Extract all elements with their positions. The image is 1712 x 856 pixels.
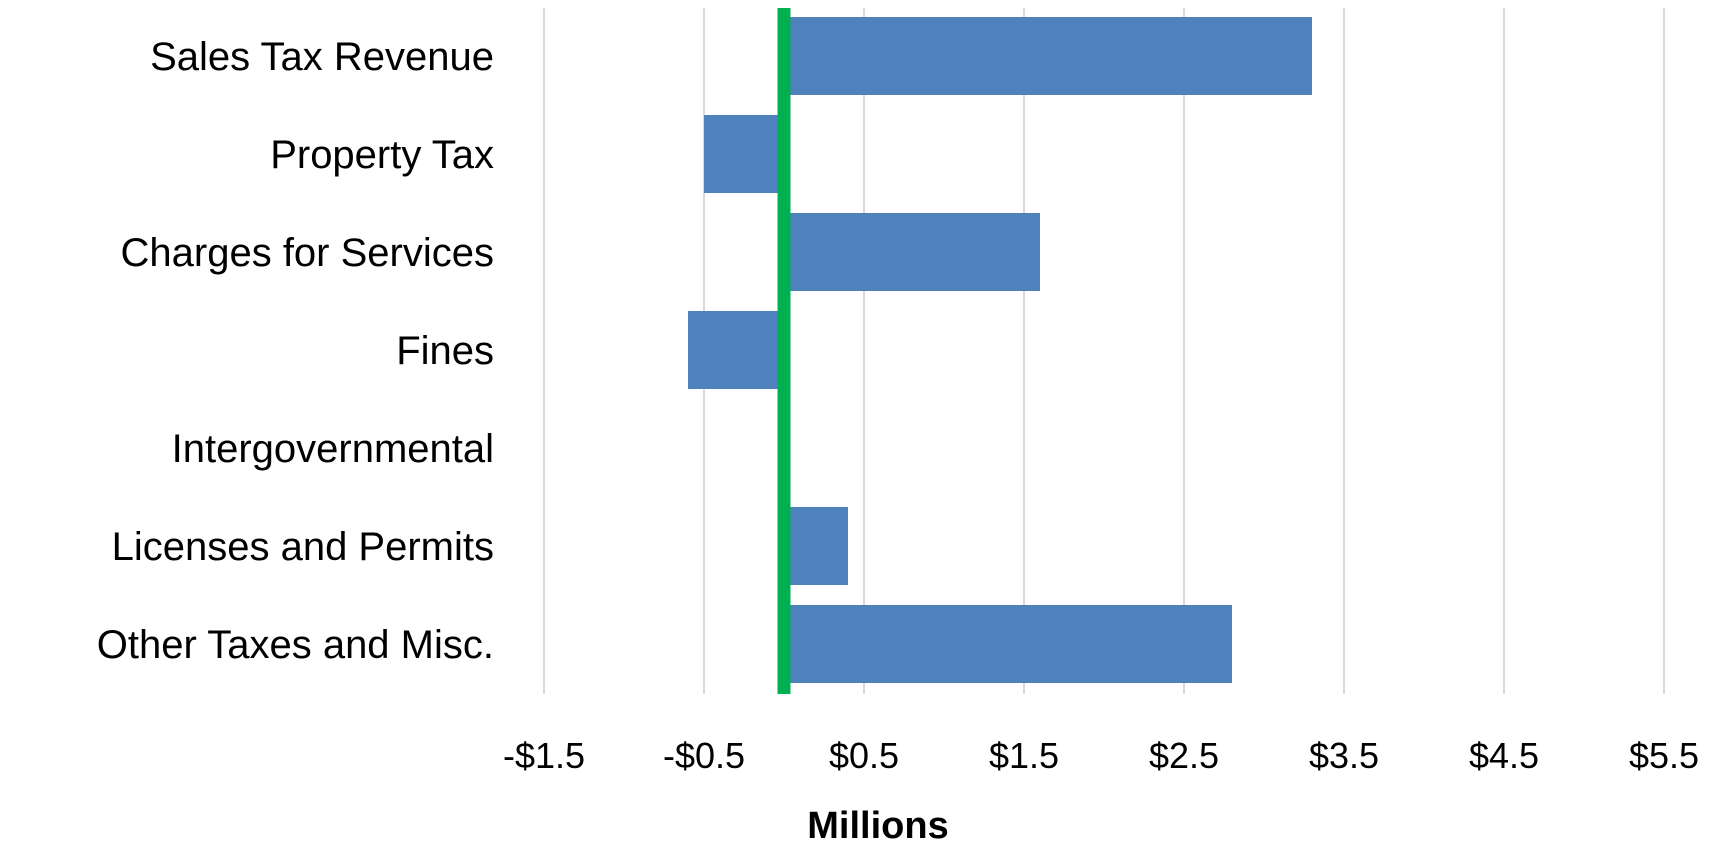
x-tick-label: -$0.5 bbox=[663, 735, 745, 776]
bar bbox=[784, 213, 1040, 291]
bar bbox=[784, 17, 1312, 95]
bar bbox=[784, 605, 1232, 683]
x-tick-label: -$1.5 bbox=[503, 735, 585, 776]
x-axis-title: Millions bbox=[807, 805, 948, 847]
x-tick-label: $0.5 bbox=[829, 735, 899, 776]
x-tick-label: $5.5 bbox=[1629, 735, 1699, 776]
bars bbox=[688, 17, 1312, 683]
x-tick-label: $3.5 bbox=[1309, 735, 1379, 776]
x-tick-labels: -$1.5 -$0.5 $0.5 $1.5 $2.5 $3.5 $4.5 $5.5 bbox=[503, 735, 1699, 776]
bar bbox=[688, 311, 784, 389]
category-label: Other Taxes and Misc. bbox=[97, 623, 494, 667]
category-label: Licenses and Permits bbox=[112, 525, 494, 569]
category-label: Intergovernmental bbox=[172, 427, 494, 471]
x-tick-label: $4.5 bbox=[1469, 735, 1539, 776]
x-tick-label: $2.5 bbox=[1149, 735, 1219, 776]
category-label: Property Tax bbox=[270, 133, 494, 177]
bar bbox=[784, 507, 848, 585]
bar bbox=[704, 115, 784, 193]
category-label: Fines bbox=[396, 329, 494, 373]
category-labels: Sales Tax Revenue Property Tax Charges for… bbox=[97, 35, 494, 667]
x-tick-label: $1.5 bbox=[989, 735, 1059, 776]
category-label: Sales Tax Revenue bbox=[150, 35, 494, 79]
category-label: Charges for Services bbox=[121, 231, 494, 275]
